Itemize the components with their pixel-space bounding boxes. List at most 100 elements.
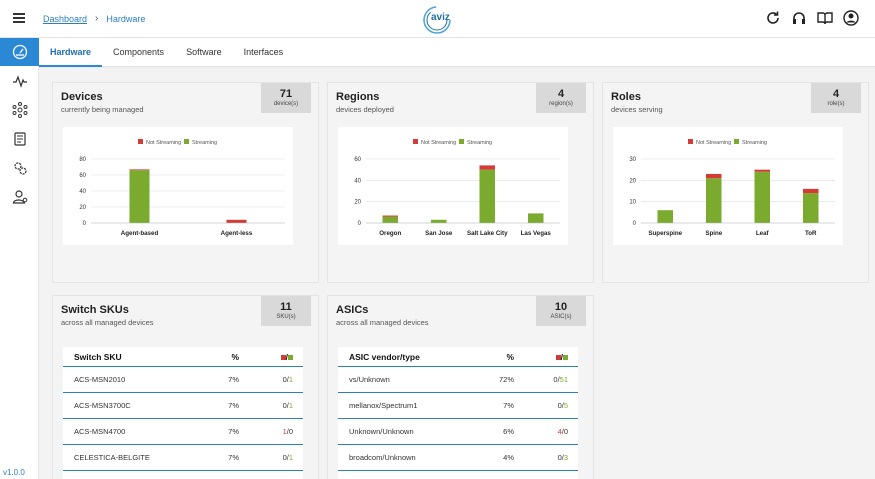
not-streaming-count: 4 [557,427,562,436]
table-row[interactable]: CELESTICA-BELGITE 7% 0/1 [63,445,303,471]
asic-header-pct[interactable]: % [506,351,514,362]
row-name: mellanox/Spectrum1 [349,401,418,410]
sidebar-item-topology[interactable] [0,96,39,124]
devices-count-unit: device(s) [273,101,299,107]
x-tick-label: Oregon [379,230,401,237]
table-row[interactable]: ACS-MSN4700 7% 1/0 [63,419,303,445]
sku-table: Switch SKU % / ACS-MSN2010 7% 0/1 ACS-MSN37… [63,347,303,479]
menu-icon[interactable] [13,13,25,23]
pulse-icon [12,75,27,88]
not-streaming-count: 0 [557,401,562,410]
tab-software[interactable]: Software [186,47,222,57]
row-pct: 7% [228,427,239,436]
devices-count: 71 [279,88,293,100]
y-tick-label: 40 [79,189,86,195]
sidebar-item-reports[interactable] [0,125,39,153]
x-tick-label: Las Vegas [521,230,552,237]
y-tick-label: 0 [358,221,362,227]
ratio-separator: / [285,351,288,362]
table-row[interactable]: Unknown/Unknown 6% 4/0 [338,419,578,445]
bar-not-streaming [382,215,399,217]
table-row[interactable]: vs/Unknown 72% 0/51 [338,367,578,393]
row-name: ACS-MSN3700C [74,401,131,410]
skus-count: 11 [280,301,292,313]
dashboard-icon [12,44,27,60]
x-tick-label: Agent-less [221,230,253,237]
row-streaming-ratio: 1/0 [239,427,303,436]
table-row[interactable]: DellEMC-S5248f-P-25G7%0/1 [63,471,303,479]
asics-count: 10 [554,301,568,313]
sidebar-item-monitoring[interactable] [0,67,39,95]
top-icons [765,10,859,26]
ratio-separator: / [561,427,564,436]
breadcrumb-dashboard-link[interactable]: Dashboard [43,13,88,24]
regions-title: Regions [336,91,380,103]
row-streaming-ratio: 0/1 [239,401,303,410]
table-row[interactable]: broadcom/Unknown 4% 0/3 [338,445,578,471]
ratio-separator: / [286,401,289,410]
asic-table-rows: vs/Unknown 72% 0/51 mellanox/Spectrum1 7% 0/5… [338,367,578,479]
x-tick-label: San Jose [425,230,453,237]
breadcrumb-separator: › [95,13,99,24]
tab-interfaces[interactable]: Interfaces [243,47,284,57]
row-streaming-ratio: 0/1 [239,375,303,384]
x-tick-label: Superspine [648,230,682,237]
asic-header-ratio[interactable]: / [514,352,578,362]
breadcrumb-current: Hardware [106,13,146,24]
regions-count-box: 4 region(s) [536,83,586,113]
roles-chart-svg: Not Streaming Streaming 0 10 20 30 Superspine S… [629,139,835,237]
table-row[interactable]: ACS-MSN3700C 7% 0/1 [63,393,303,419]
y-tick-label: 20 [354,200,361,206]
regions-subtitle: devices deployed [336,105,394,114]
x-tick-label: ToR [805,230,817,237]
sku-header-name[interactable]: Switch SKU [74,351,122,362]
sku-header-ratio[interactable]: / [239,352,303,362]
devices-title: Devices [61,91,103,103]
not-streaming-count: 0 [282,375,287,384]
tab-components[interactable]: Components [113,47,165,57]
regions-card: Regions devices deployed 4 region(s) Not… [327,82,594,283]
bar-streaming [657,210,674,223]
table-row[interactable]: broadcom/TD3-X53%0/2 [338,471,578,479]
bar-streaming [129,170,150,223]
table-row[interactable]: ACS-MSN2010 7% 0/1 [63,367,303,393]
row-pct: 7% [228,401,239,410]
user-settings-icon [12,190,27,204]
ratio-separator: / [557,375,560,384]
roles-count-box: 4 role(s) [811,83,861,113]
legend-streaming-label: Streaming [192,140,217,146]
user-icon[interactable] [843,10,859,26]
tab-hardware[interactable]: Hardware [39,38,103,67]
tab-bar: Hardware Components Software Interfaces [39,38,875,67]
refresh-icon[interactable] [765,10,781,26]
not-streaming-count: 0 [282,401,287,410]
headset-icon[interactable] [791,10,807,26]
devices-card: Devices currently being managed 71 devic… [52,82,319,283]
book-icon[interactable] [817,10,833,26]
not-streaming-count: 0 [557,453,562,462]
y-tick-label: 60 [79,173,86,179]
sidebar-item-settings[interactable] [0,154,39,182]
sidebar-item-users[interactable] [0,183,39,211]
roles-title: Roles [611,91,641,103]
asic-table: ASIC vendor/type % / vs/Unknown 72% 0/51 me… [338,347,578,479]
sku-header-pct[interactable]: % [231,351,239,362]
row-name: vs/Unknown [349,375,390,384]
streaming-count: 5 [563,401,568,410]
row-name: ACS-MSN2010 [74,375,126,384]
legend-not-streaming-label: Not Streaming [421,140,456,146]
row-streaming-ratio: 0/1 [239,453,303,462]
ratio-separator: / [286,375,289,384]
sidebar-item-dashboard[interactable] [0,38,39,66]
streaming-count: 1 [288,453,293,462]
skus-card: Switch SKUs across all managed devices 1… [52,295,319,479]
sku-table-header: Switch SKU % / [63,347,303,367]
table-row[interactable]: mellanox/Spectrum1 7% 0/5 [338,393,578,419]
asic-header-name[interactable]: ASIC vendor/type [349,351,420,362]
legend-streaming-swatch [734,139,739,144]
row-streaming-ratio: 0/5 [514,401,578,410]
regions-chart: Not Streaming Streaming 0 20 40 60 Oregon San J… [338,127,568,245]
row-pct: 72% [498,375,514,384]
bar-not-streaming [129,169,150,171]
not-streaming-count: 0 [553,375,558,384]
